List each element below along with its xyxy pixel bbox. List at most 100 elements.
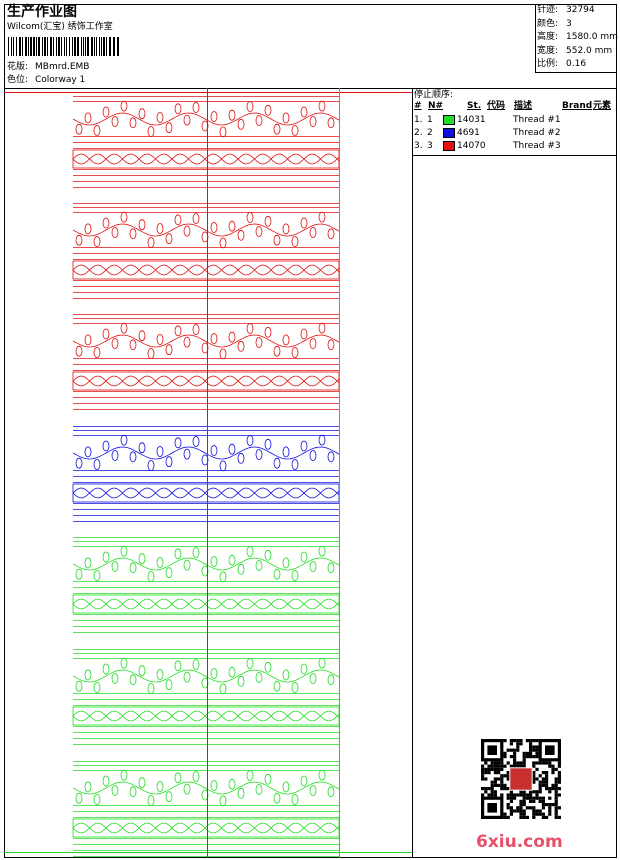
- barcode-bar: [61, 37, 62, 56]
- leaf: [282, 223, 290, 235]
- qr-cell: [541, 806, 545, 810]
- qr-cell: [493, 767, 497, 771]
- qr-cell: [481, 777, 485, 781]
- band-wave: [72, 598, 340, 610]
- barcode-bar: [109, 37, 111, 56]
- leaf: [102, 328, 110, 340]
- barcode-bar: [64, 37, 65, 56]
- leaf: [282, 112, 290, 124]
- qr-cell: [545, 774, 549, 778]
- leaf: [156, 112, 164, 123]
- qr-cell: [545, 803, 549, 807]
- qr-cell: [513, 751, 517, 755]
- qr-cell: [554, 777, 558, 781]
- qr-cell: [519, 793, 523, 797]
- leaf: [183, 448, 191, 460]
- qr-cell: [497, 777, 501, 781]
- barcode-bar: [30, 37, 32, 56]
- leaf: [93, 682, 101, 693]
- leaf: [246, 435, 254, 446]
- leaf: [147, 571, 155, 582]
- leaf: [255, 337, 263, 348]
- embroidery-block: [72, 203, 340, 299]
- leaf: [300, 217, 308, 229]
- leaf: [237, 563, 245, 575]
- field-value: MBmrd.EMB: [35, 62, 90, 72]
- leaf: [228, 331, 236, 343]
- qr-cell: [503, 764, 507, 768]
- band-box: [72, 483, 340, 503]
- leaf: [219, 460, 227, 472]
- qr-cell: [516, 748, 520, 752]
- leaf: [282, 334, 290, 346]
- barcode-bar: [19, 37, 21, 56]
- leaf: [129, 339, 137, 351]
- qr-cell: [506, 806, 510, 810]
- leaf: [93, 125, 101, 136]
- qr-cell: [516, 745, 520, 749]
- barcode-bar: [13, 37, 14, 56]
- qr-cell: [532, 739, 536, 743]
- qr-cell: [500, 761, 504, 765]
- qr-cell: [506, 815, 510, 819]
- color-swatch: [443, 141, 455, 151]
- leaf: [309, 673, 317, 684]
- qr-cell: [522, 803, 526, 807]
- qr-cell: [487, 767, 491, 771]
- qr-cell: [506, 771, 510, 775]
- embroidery-block: [72, 314, 340, 410]
- column-header: 元素: [593, 101, 612, 111]
- qr-cell: [541, 799, 545, 803]
- leaf: [102, 440, 110, 452]
- qr-cell: [557, 793, 561, 797]
- column-header: 描述: [514, 101, 533, 111]
- vine: [72, 669, 340, 683]
- leaf: [102, 106, 110, 118]
- leaf: [183, 225, 191, 237]
- qr-cell: [545, 787, 549, 791]
- qr-cell: [493, 780, 497, 784]
- leaf: [75, 568, 83, 580]
- qr-cell: [532, 790, 536, 794]
- qr-cell: [522, 815, 526, 819]
- qr-cell: [522, 755, 526, 759]
- barcode-bar: [113, 37, 115, 56]
- row-needle: 2: [427, 128, 433, 138]
- leaf: [165, 122, 173, 134]
- qr-cell: [557, 777, 561, 781]
- qr-cell: [513, 755, 517, 759]
- qr-cell: [525, 751, 529, 755]
- barcode-bar: [50, 37, 52, 56]
- qr-cell: [522, 799, 526, 803]
- leaf: [111, 116, 119, 127]
- qr-cell: [503, 815, 507, 819]
- leaf: [246, 770, 254, 781]
- barcode-bar: [83, 37, 84, 56]
- leaf: [309, 785, 317, 796]
- qr-cell: [500, 787, 504, 791]
- qr-cell: [548, 764, 552, 768]
- band-box: [72, 818, 340, 838]
- leaf: [300, 440, 308, 452]
- qr-cell: [487, 764, 491, 768]
- leaf: [309, 116, 317, 127]
- qr-cell: [538, 774, 542, 778]
- qr-cell: [541, 761, 545, 765]
- qr-cell: [509, 748, 513, 752]
- qr-cell: [519, 815, 523, 819]
- leaf: [174, 437, 182, 449]
- leaf: [120, 657, 128, 669]
- qr-cell: [535, 790, 539, 794]
- qr-cell: [535, 761, 539, 765]
- leaf: [174, 772, 182, 784]
- leaf: [156, 334, 164, 345]
- leaf: [138, 665, 146, 677]
- leaf: [309, 227, 317, 238]
- qr-cell: [529, 796, 533, 800]
- qr-cell: [513, 764, 517, 768]
- qr-cell: [532, 780, 536, 784]
- qr-cell: [554, 809, 558, 813]
- qr-cell: [529, 793, 533, 797]
- info-label: 高度:: [537, 32, 559, 42]
